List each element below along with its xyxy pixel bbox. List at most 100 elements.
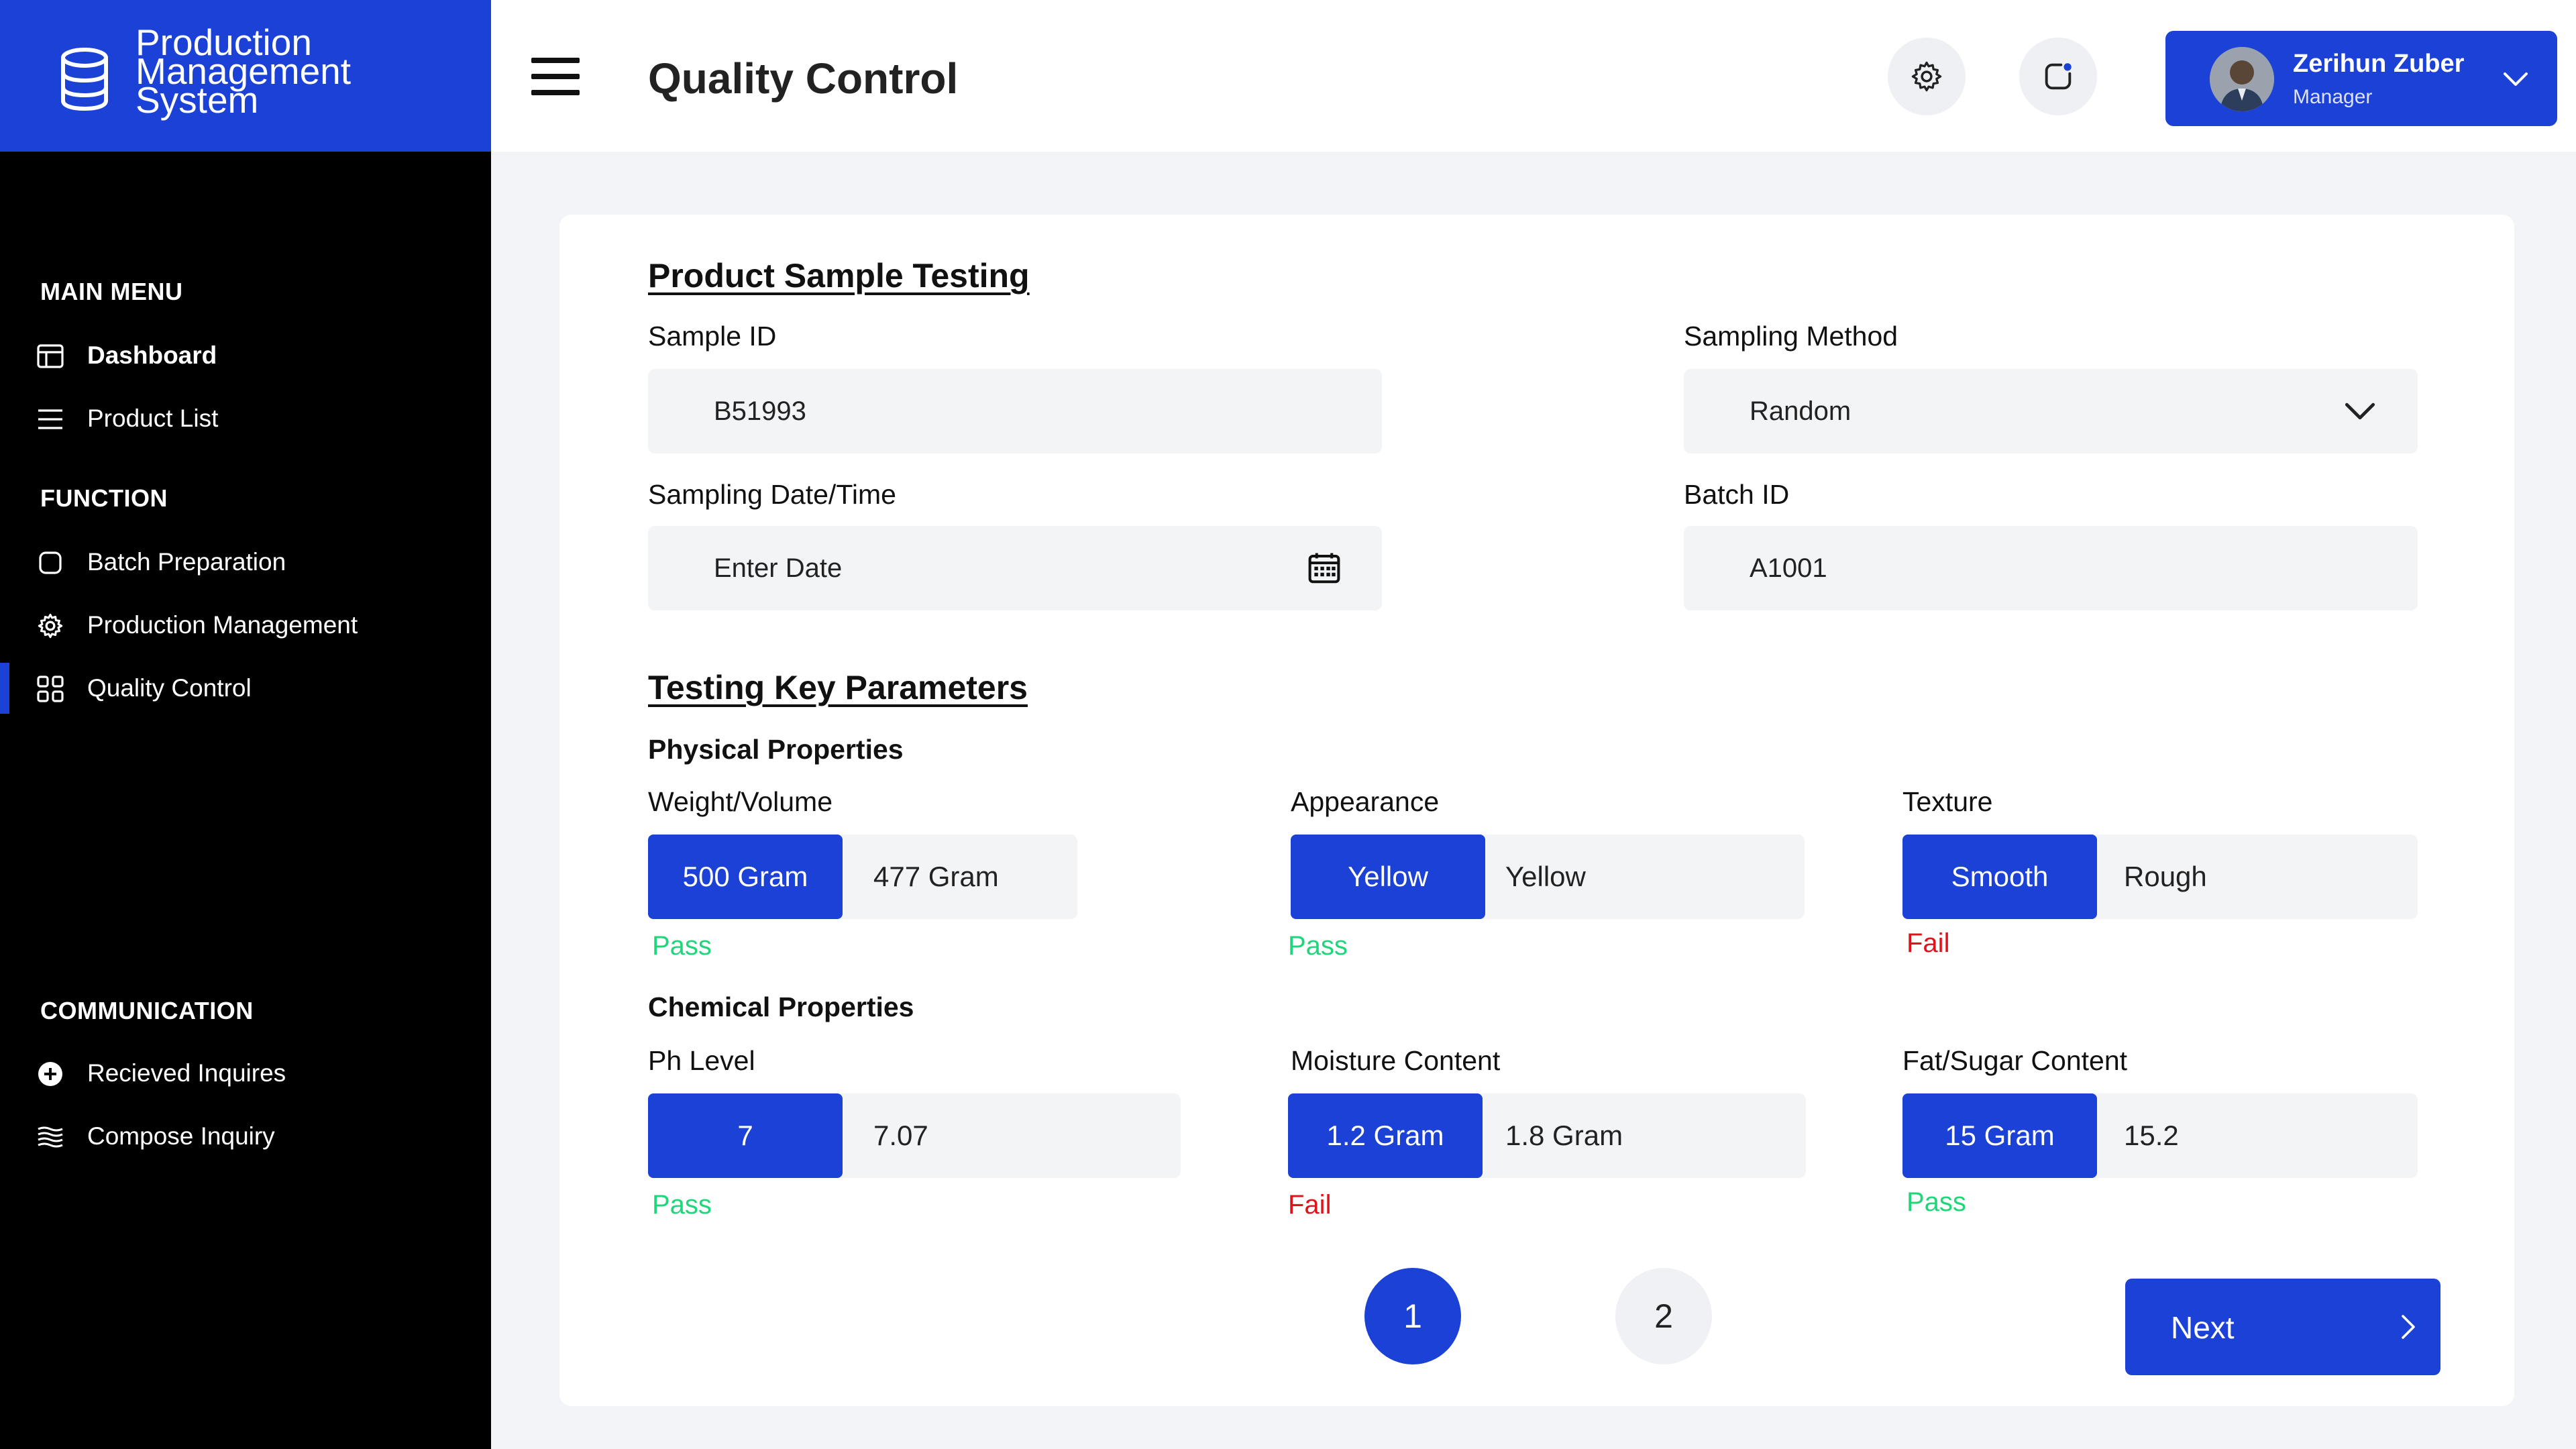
weight-volume-standard: 500 Gram <box>648 835 843 919</box>
sidebar: Production Management System MAIN MENU D… <box>0 0 491 1449</box>
user-role: Manager <box>2293 86 2373 108</box>
sidebar-item-production-management[interactable]: Production Management <box>0 598 491 652</box>
ph-level-field[interactable]: 7 7.07 <box>648 1093 1181 1178</box>
sampling-date-input[interactable]: Enter Date <box>648 526 1382 610</box>
hamburger-line <box>531 74 580 79</box>
waves-icon <box>36 1123 64 1151</box>
page-title: Quality Control <box>648 54 959 103</box>
sample-id-label: Sample ID <box>648 321 777 352</box>
chevron-down-icon <box>2341 392 2379 430</box>
sample-id-value: B51993 <box>714 396 806 426</box>
topbar: Quality Control Zerihun Zuber Manager <box>491 0 2576 152</box>
sidebar-item-batch-preparation[interactable]: Batch Preparation <box>0 535 491 589</box>
section-main-menu: MAIN MENU <box>40 278 183 305</box>
sampling-date-label: Sampling Date/Time <box>648 479 896 510</box>
plus-circle-icon <box>36 1060 64 1088</box>
ph-level-standard: 7 <box>648 1093 843 1178</box>
sidebar-item-label: Batch Preparation <box>87 548 286 576</box>
sidebar-item-recieved-inquires[interactable]: Recieved Inquires <box>0 1046 491 1100</box>
weight-volume-label: Weight/Volume <box>648 786 833 817</box>
database-icon <box>61 48 108 111</box>
sampling-method-label: Sampling Method <box>1684 321 1898 352</box>
app-title-line-1: Production <box>136 21 312 63</box>
section-communication: COMMUNICATION <box>40 997 254 1024</box>
calendar-icon[interactable] <box>1305 549 1343 587</box>
gear-icon <box>36 612 64 640</box>
sidebar-item-quality-control[interactable]: Quality Control <box>0 661 491 715</box>
ph-level-status: Pass <box>652 1190 712 1220</box>
physical-properties-title: Physical Properties <box>648 734 904 765</box>
square-icon <box>36 549 64 577</box>
weight-volume-field[interactable]: 500 Gram 477 Gram <box>648 835 1077 919</box>
chemical-properties-title: Chemical Properties <box>648 991 914 1022</box>
settings-button[interactable] <box>1888 38 1966 115</box>
section-title-key-parameters: Testing Key Parameters <box>648 669 1028 706</box>
appearance-label: Appearance <box>1291 786 1440 817</box>
notifications-button[interactable] <box>2019 38 2097 115</box>
texture-standard: Smooth <box>1902 835 2097 919</box>
weight-volume-measured: 477 Gram <box>873 861 999 892</box>
texture-field[interactable]: Smooth Rough <box>1902 835 2418 919</box>
gear-icon <box>1911 61 1942 92</box>
hamburger-line <box>531 90 580 95</box>
list-icon <box>36 405 64 433</box>
user-menu-button[interactable]: Zerihun Zuber Manager <box>2165 31 2557 126</box>
sampling-method-value: Random <box>1750 396 1851 426</box>
moisture-content-status: Fail <box>1288 1190 1332 1220</box>
notification-icon <box>2045 63 2072 90</box>
appearance-measured: Yellow <box>1505 861 1586 892</box>
section-function: FUNCTION <box>40 484 168 512</box>
page-1-button[interactable]: 1 <box>1364 1268 1461 1364</box>
user-name: Zerihun Zuber <box>2293 50 2465 78</box>
sidebar-item-label: Product List <box>87 405 219 432</box>
sidebar-item-compose-inquiry[interactable]: Compose Inquiry <box>0 1110 491 1163</box>
sidebar-item-label: Compose Inquiry <box>87 1122 275 1150</box>
app-title-line-2: Management <box>136 50 352 92</box>
dashboard-icon <box>36 342 64 370</box>
moisture-content-measured: 1.8 Gram <box>1505 1120 1623 1151</box>
sampling-method-select[interactable]: Random <box>1684 369 2418 453</box>
page-2-button[interactable]: 2 <box>1615 1268 1712 1364</box>
ph-level-label: Ph Level <box>648 1045 755 1076</box>
appearance-field[interactable]: Yellow Yellow <box>1291 835 1805 919</box>
weight-volume-status: Pass <box>652 931 712 961</box>
active-indicator <box>0 663 9 714</box>
chevron-down-icon <box>2504 72 2528 86</box>
moisture-content-standard: 1.2 Gram <box>1288 1093 1483 1178</box>
appearance-status: Pass <box>1288 931 1348 961</box>
avatar <box>2210 47 2274 111</box>
sidebar-item-label: Dashboard <box>87 341 217 369</box>
texture-measured: Rough <box>2124 861 2207 892</box>
fat-sugar-content-measured: 15.2 <box>2124 1120 2179 1151</box>
sample-id-input[interactable]: B51993 <box>648 369 1382 453</box>
batch-id-value: A1001 <box>1750 553 1827 583</box>
sidebar-item-label: Quality Control <box>87 674 252 702</box>
sidebar-item-label: Recieved Inquires <box>87 1059 286 1087</box>
fat-sugar-content-field[interactable]: 15 Gram 15.2 <box>1902 1093 2418 1178</box>
app-title: Production Management System <box>136 21 471 121</box>
batch-id-input[interactable]: A1001 <box>1684 526 2418 610</box>
sidebar-item-dashboard[interactable]: Dashboard <box>0 329 491 382</box>
texture-label: Texture <box>1902 786 1993 817</box>
appearance-standard: Yellow <box>1291 835 1485 919</box>
fat-sugar-content-standard: 15 Gram <box>1902 1093 2097 1178</box>
section-title-sample-testing: Product Sample Testing <box>648 257 1030 294</box>
next-button[interactable]: Next <box>2125 1279 2440 1375</box>
next-button-label: Next <box>2171 1310 2235 1345</box>
texture-status: Fail <box>1907 928 1950 958</box>
sampling-date-placeholder: Enter Date <box>714 553 843 583</box>
ph-level-measured: 7.07 <box>873 1120 928 1151</box>
quality-control-card: Product Sample Testing Sample ID B51993 … <box>559 215 2514 1406</box>
hamburger-line <box>531 58 580 63</box>
sidebar-item-label: Production Management <box>87 611 358 639</box>
menu-toggle-button[interactable] <box>531 58 580 95</box>
moisture-content-field[interactable]: 1.2 Gram 1.8 Gram <box>1288 1093 1806 1178</box>
batch-id-label: Batch ID <box>1684 479 1790 510</box>
fat-sugar-content-status: Pass <box>1907 1187 1966 1217</box>
brand-header: Production Management System <box>0 0 491 152</box>
sidebar-item-product-list[interactable]: Product List <box>0 392 491 445</box>
app-title-line-3: System <box>136 79 259 121</box>
chevron-right-icon <box>2402 1315 2415 1339</box>
grid-icon <box>36 675 64 703</box>
